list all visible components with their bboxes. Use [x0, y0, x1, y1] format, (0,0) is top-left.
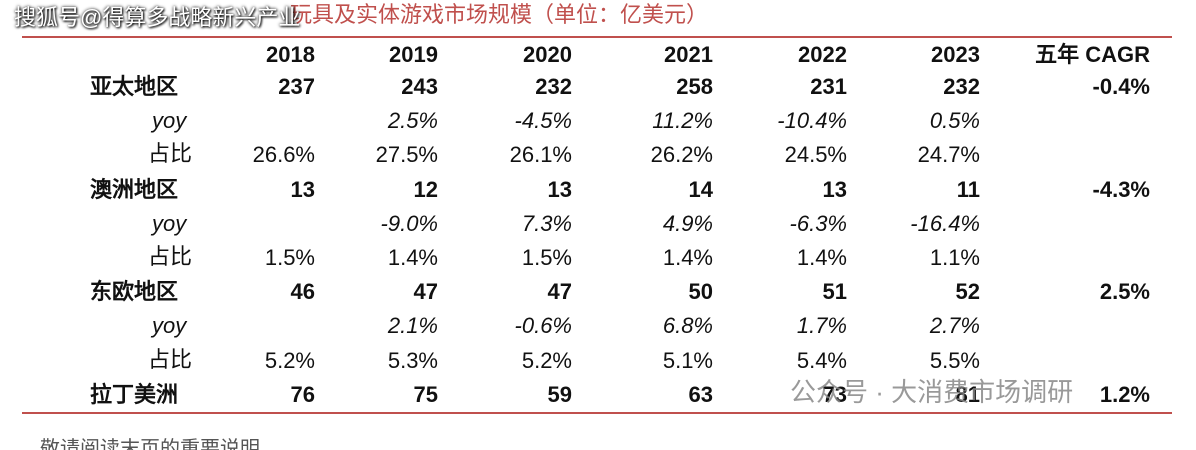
cell: -4.3% [1092, 176, 1150, 202]
column-header: 2023 [931, 42, 980, 67]
cell: 7.3% [521, 210, 572, 236]
column-header: 2022 [798, 42, 847, 67]
cell: 0.5% [929, 108, 980, 134]
cell: 4.9% [662, 210, 713, 236]
region-label: 澳洲地区 [90, 176, 179, 202]
cell: 6.8% [662, 313, 713, 339]
cell: 13 [290, 176, 315, 202]
cell: 81 [955, 381, 980, 407]
column-header: 五年 CAGR [1035, 42, 1150, 67]
cell: 5.3% [387, 347, 438, 373]
watermark: 公众号 · 大消费市场调研 [790, 377, 1074, 407]
cell: 26.6% [252, 142, 315, 168]
cell: 258 [676, 74, 713, 99]
cell: 1.4% [662, 245, 713, 270]
cell: 2.7% [929, 313, 980, 339]
cell: -6.3% [789, 210, 847, 236]
cell: 59 [547, 381, 572, 407]
cell: 52 [955, 279, 980, 305]
cell: 237 [278, 74, 315, 99]
row-label: yoy [152, 313, 187, 339]
cell: 14 [688, 176, 713, 202]
top-rule [22, 36, 1172, 38]
cell: 1.7% [796, 313, 847, 339]
cell: 5.1% [662, 347, 713, 373]
cell: 243 [401, 74, 438, 99]
cell: 47 [413, 279, 438, 305]
cell: 232 [943, 74, 980, 99]
cell: 13 [547, 176, 572, 202]
cell: 1.5% [264, 245, 315, 270]
cell: -9.0% [380, 210, 438, 236]
cell: 26.1% [509, 142, 572, 168]
cell: 11.2% [652, 108, 713, 134]
column-header: 2021 [664, 42, 713, 67]
row-label: yoy [152, 210, 187, 236]
row-label: yoy [152, 108, 187, 134]
cell: 11 [956, 176, 980, 202]
cell: 231 [810, 74, 847, 99]
cell: 75 [413, 381, 438, 407]
row-label: 占比 [148, 347, 193, 373]
region-label: 亚太地区 [90, 74, 179, 99]
bottom-rule [22, 412, 1172, 414]
cell: 5.5% [929, 347, 980, 373]
cell: 51 [822, 279, 847, 305]
cell: 13 [822, 176, 847, 202]
cell: 1.1% [929, 245, 980, 270]
cell: 2.5% [1099, 279, 1150, 305]
cell: 46 [290, 279, 315, 305]
cell: 63 [688, 381, 713, 407]
column-header: 2018 [266, 42, 315, 67]
table-title: 玩具及实体游戏市场规模（单位：亿美元） [290, 3, 709, 28]
region-label: 拉丁美洲 [90, 381, 179, 407]
footer-note: 敬请阅读末页的重要说明 [40, 436, 260, 450]
row-label: 占比 [148, 142, 193, 168]
cell: -10.4% [777, 108, 847, 134]
cell: 1.4% [387, 245, 438, 270]
cell: 73 [822, 381, 847, 407]
cell: 5.2% [521, 347, 572, 373]
cell: 24.7% [917, 142, 980, 168]
cell: -0.6% [514, 313, 572, 339]
cell: 1.5% [521, 245, 572, 270]
cell: 5.4% [796, 347, 847, 373]
cell: 5.2% [264, 347, 315, 373]
cell: 27.5% [375, 142, 438, 168]
cell: -0.4% [1092, 74, 1150, 99]
cell: 26.2% [650, 142, 713, 168]
column-header: 2019 [389, 42, 438, 67]
row-label: 占比 [148, 245, 193, 270]
region-label: 东欧地区 [90, 279, 179, 305]
cell: 2.1% [387, 313, 438, 339]
cell: 1.2% [1099, 381, 1150, 407]
cell: 232 [535, 74, 572, 99]
cell: 1.4% [796, 245, 847, 270]
cell: 47 [547, 279, 572, 305]
cell: 50 [688, 279, 713, 305]
cell: -4.5% [514, 108, 572, 134]
cell: 24.5% [784, 142, 847, 168]
column-header: 2020 [523, 42, 572, 67]
watermark: 搜狐号@得算多战略新兴产业 [14, 5, 301, 30]
cell: -16.4% [910, 210, 980, 236]
cell: 2.5% [387, 108, 438, 134]
cell: 12 [413, 176, 438, 202]
cell: 76 [290, 381, 315, 407]
